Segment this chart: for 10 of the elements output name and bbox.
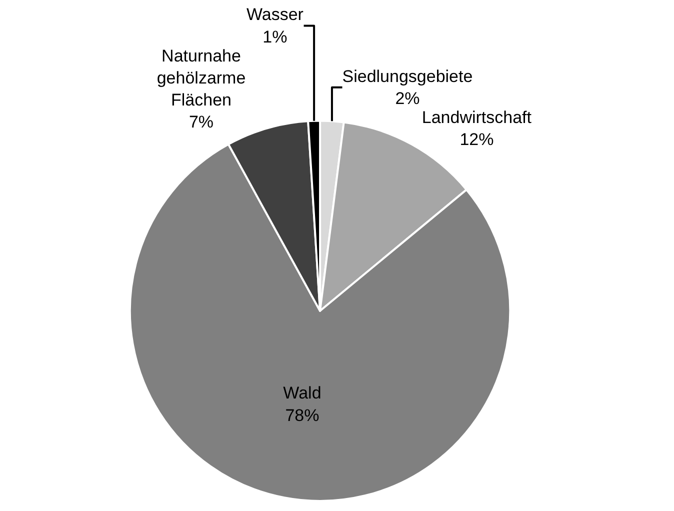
slice-label: Landwirtschaft	[422, 108, 532, 127]
data-label: 78%	[285, 406, 320, 425]
slice-label: Siedlungsgebiete	[342, 66, 473, 86]
slice-label: Wasser	[246, 5, 304, 24]
data-label: 2%	[395, 88, 420, 108]
data-label: 12%	[460, 130, 494, 150]
slice-label: Wald	[283, 384, 322, 403]
data-label: 1%	[262, 27, 288, 46]
data-label: 7%	[188, 112, 214, 132]
slice-label: Naturnahe gehölzarme Flächen	[156, 46, 246, 110]
